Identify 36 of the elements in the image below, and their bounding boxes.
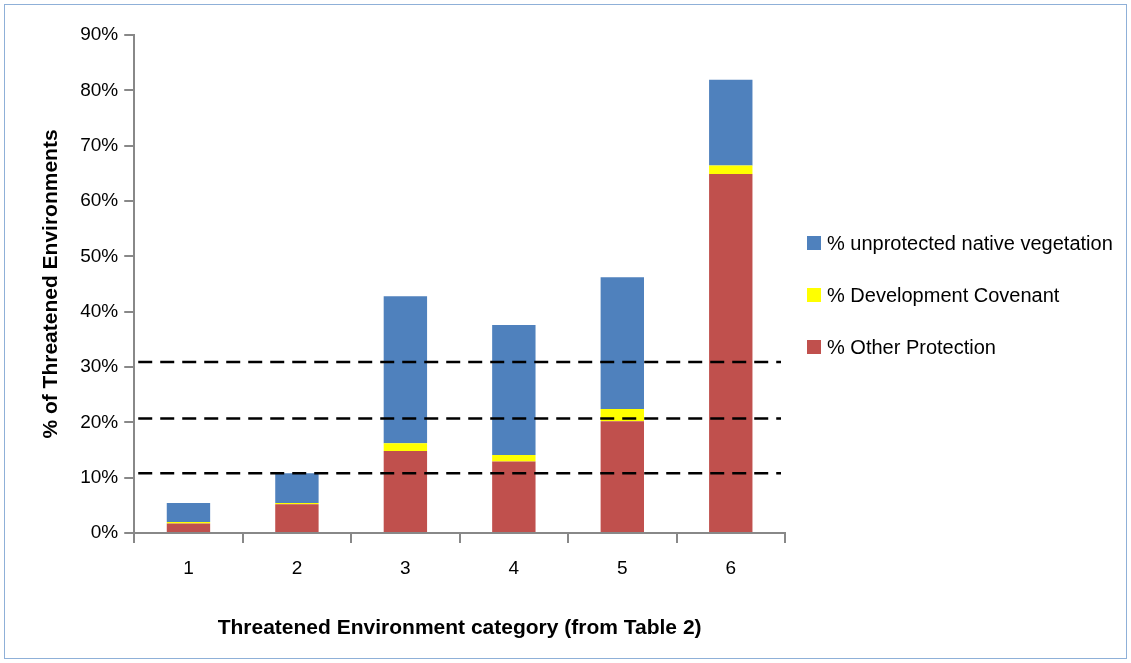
bar	[383, 443, 428, 452]
bar	[709, 165, 753, 174]
legend-label: % Development Covenant	[827, 283, 1060, 308]
bar	[166, 523, 211, 532]
y-tick-label: 70%	[80, 133, 119, 155]
y-tick-label: 20%	[80, 410, 119, 432]
bar	[492, 461, 536, 532]
y-tick-label: 10%	[80, 465, 119, 487]
y-tick-label: 50%	[80, 244, 119, 266]
bar	[275, 504, 319, 532]
y-tick-label: 0%	[90, 521, 119, 543]
bar	[383, 296, 428, 444]
bar	[709, 79, 753, 166]
y-tick-label: 80%	[80, 78, 119, 100]
x-tick-label: 3	[400, 556, 411, 578]
x-tick-label: 5	[617, 556, 628, 578]
bar	[383, 451, 428, 532]
y-tick-label: 30%	[80, 355, 119, 377]
bar	[492, 324, 536, 455]
y-axis-title: % of Threatened Environments	[38, 129, 62, 439]
bar	[166, 503, 211, 522]
legend-label: % unprotected native vegetation	[827, 231, 1113, 256]
x-tick-label: 4	[508, 556, 520, 578]
x-axis-title: Threatened Environment category (from Table 2)	[217, 615, 702, 639]
y-tick-label: 60%	[80, 189, 119, 211]
bar	[709, 173, 753, 532]
y-tick-label: 40%	[80, 299, 119, 321]
y-tick-label: 90%	[80, 23, 119, 45]
bar	[600, 421, 644, 532]
bar	[275, 473, 319, 504]
x-tick-label: 6	[725, 556, 737, 578]
legend-label: % Other Protection	[827, 335, 996, 360]
x-tick-label: 1	[183, 556, 194, 578]
x-tick-label: 2	[291, 556, 303, 578]
bar	[492, 454, 536, 462]
bar	[600, 277, 644, 410]
